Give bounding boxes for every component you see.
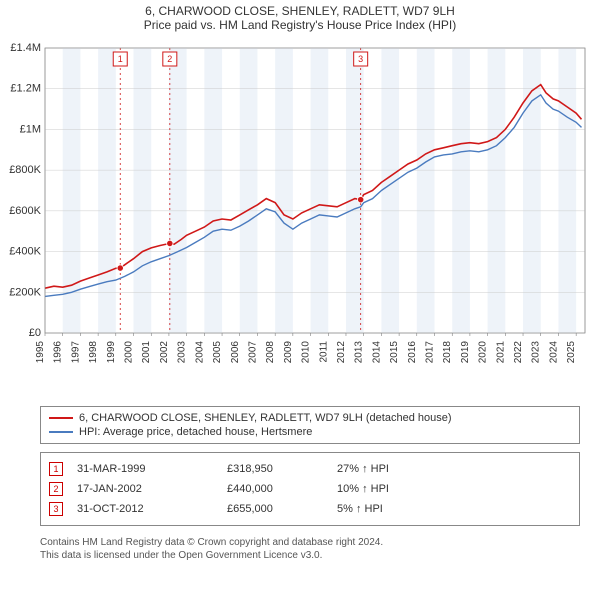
price-chart: £0 £200K £400K £600K £800K £1M £1.2M £1.4M 1995 1… (0, 38, 600, 408)
event-row: 3 31-OCT-2012£655,0005% ↑ HPI (49, 499, 571, 519)
svg-text:2004: 2004 (194, 341, 205, 364)
svg-text:2020: 2020 (478, 341, 489, 364)
svg-text:2019: 2019 (460, 341, 471, 364)
svg-text:1998: 1998 (88, 341, 99, 364)
svg-text:2018: 2018 (442, 341, 453, 364)
title-address: 6, CHARWOOD CLOSE, SHENLEY, RADLETT, WD7… (0, 4, 600, 18)
event-delta: 10% ↑ HPI (337, 483, 477, 495)
svg-text:£800K: £800K (9, 164, 41, 176)
footer-line-1: Contains HM Land Registry data © Crown c… (40, 536, 580, 549)
svg-text:£600K: £600K (9, 205, 41, 217)
svg-text:2001: 2001 (141, 341, 152, 364)
svg-text:2006: 2006 (230, 341, 241, 364)
svg-text:2022: 2022 (513, 341, 524, 364)
event-price: £440,000 (227, 483, 337, 495)
legend-item: 6, CHARWOOD CLOSE, SHENLEY, RADLETT, WD7… (49, 411, 571, 425)
event-marker: 2 (49, 482, 63, 496)
svg-text:2023: 2023 (531, 341, 542, 364)
event-price: £655,000 (227, 503, 337, 515)
svg-text:2008: 2008 (265, 341, 276, 364)
legend-item: HPI: Average price, detached house, Hert… (49, 425, 571, 439)
event-row: 1 31-MAR-1999£318,95027% ↑ HPI (49, 459, 571, 479)
svg-text:£1.4M: £1.4M (10, 42, 41, 54)
svg-text:1999: 1999 (106, 341, 117, 364)
event-marker: 3 (49, 502, 63, 516)
legend-label: HPI: Average price, detached house, Hert… (79, 426, 312, 438)
svg-text:£200K: £200K (9, 286, 41, 298)
svg-text:£400K: £400K (9, 246, 41, 258)
svg-text:£0: £0 (29, 327, 41, 339)
event-date: 31-MAR-1999 (77, 463, 227, 475)
event-delta: 27% ↑ HPI (337, 463, 477, 475)
event-date: 17-JAN-2002 (77, 483, 227, 495)
svg-text:2015: 2015 (389, 341, 400, 364)
svg-text:2017: 2017 (425, 341, 436, 364)
svg-text:1995: 1995 (35, 341, 46, 364)
svg-text:£1.2M: £1.2M (10, 83, 41, 95)
chart-titles: 6, CHARWOOD CLOSE, SHENLEY, RADLETT, WD7… (0, 0, 600, 38)
svg-text:2014: 2014 (371, 341, 382, 364)
svg-text:2016: 2016 (407, 341, 418, 364)
chart-area: £0 £200K £400K £600K £800K £1M £1.2M £1.4M 1995 1… (0, 38, 600, 398)
event-delta: 5% ↑ HPI (337, 503, 477, 515)
svg-text:£1M: £1M (20, 123, 41, 135)
legend-label: 6, CHARWOOD CLOSE, SHENLEY, RADLETT, WD7… (79, 412, 452, 424)
svg-text:2012: 2012 (336, 341, 347, 364)
footer-line-2: This data is licensed under the Open Gov… (40, 549, 580, 562)
svg-text:2: 2 (167, 54, 172, 64)
event-row: 2 17-JAN-2002£440,00010% ↑ HPI (49, 479, 571, 499)
svg-text:1996: 1996 (53, 341, 64, 364)
svg-text:2007: 2007 (247, 341, 258, 364)
svg-text:2002: 2002 (159, 341, 170, 364)
svg-text:3: 3 (358, 54, 363, 64)
title-subtitle: Price paid vs. HM Land Registry's House … (0, 18, 600, 32)
svg-text:2003: 2003 (177, 341, 188, 364)
svg-text:2013: 2013 (354, 341, 365, 364)
legend-swatch (49, 417, 73, 419)
legend: 6, CHARWOOD CLOSE, SHENLEY, RADLETT, WD7… (40, 406, 580, 444)
event-price: £318,950 (227, 463, 337, 475)
data-attribution: Contains HM Land Registry data © Crown c… (40, 536, 580, 562)
svg-text:2024: 2024 (548, 341, 559, 364)
svg-text:1: 1 (118, 54, 123, 64)
svg-text:2025: 2025 (566, 341, 577, 364)
svg-text:2011: 2011 (318, 341, 329, 363)
svg-text:2000: 2000 (124, 341, 135, 364)
svg-text:2005: 2005 (212, 341, 223, 364)
svg-text:2021: 2021 (495, 341, 506, 364)
event-date: 31-OCT-2012 (77, 503, 227, 515)
legend-swatch (49, 431, 73, 433)
svg-text:1997: 1997 (70, 341, 81, 364)
svg-text:2009: 2009 (283, 341, 294, 364)
event-marker: 1 (49, 462, 63, 476)
svg-text:2010: 2010 (301, 341, 312, 364)
events-table: 1 31-MAR-1999£318,95027% ↑ HPI 2 17-JAN-200… (40, 452, 580, 526)
